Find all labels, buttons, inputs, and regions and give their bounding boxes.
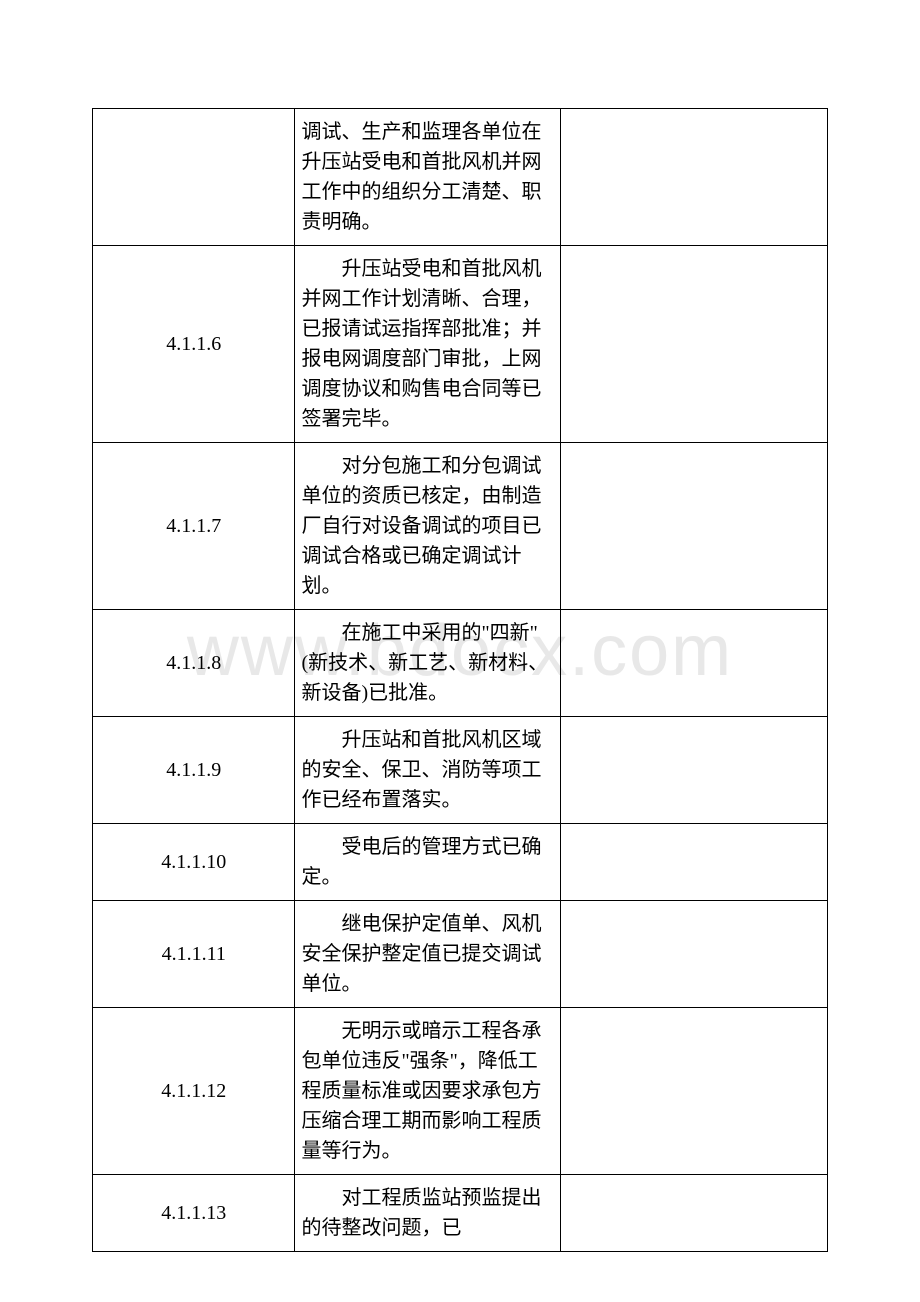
- table-row: 4.1.1.7 对分包施工和分包调试单位的资质已核定，由制造厂自行对设备调试的项…: [93, 443, 828, 610]
- row-content-text: 调试、生产和监理各单位在升压站受电和首批风机并网工作中的组织分工清楚、职责明确。: [301, 121, 541, 233]
- row-id-cell: 4.1.1.8: [93, 610, 295, 717]
- table-row: 4.1.1.13 对工程质监站预监提出的待整改问题，已: [93, 1175, 828, 1252]
- row-empty-cell: [560, 1008, 827, 1175]
- row-content-text: 受电后的管理方式已确定。: [301, 832, 553, 892]
- row-content-text: 继电保护定值单、风机安全保护整定值已提交调试单位。: [301, 909, 553, 999]
- table-row: 4.1.1.11 继电保护定值单、风机安全保护整定值已提交调试单位。: [93, 901, 828, 1008]
- row-content-cell: 对分包施工和分包调试单位的资质已核定，由制造厂自行对设备调试的项目已调试合格或已…: [295, 443, 560, 610]
- row-content-text: 对分包施工和分包调试单位的资质已核定，由制造厂自行对设备调试的项目已调试合格或已…: [301, 451, 553, 601]
- table-row: 4.1.1.10 受电后的管理方式已确定。: [93, 824, 828, 901]
- document-table: 调试、生产和监理各单位在升压站受电和首批风机并网工作中的组织分工清楚、职责明确。…: [92, 108, 828, 1252]
- row-id-cell: 4.1.1.13: [93, 1175, 295, 1252]
- row-empty-cell: [560, 824, 827, 901]
- row-id-cell: 4.1.1.9: [93, 717, 295, 824]
- row-empty-cell: [560, 901, 827, 1008]
- table-row: 4.1.1.9 升压站和首批风机区域的安全、保卫、消防等项工作已经布置落实。: [93, 717, 828, 824]
- row-content-text: 升压站受电和首批风机并网工作计划清晰、合理，已报请试运指挥部批准；并报电网调度部…: [301, 254, 553, 434]
- table-body: 调试、生产和监理各单位在升压站受电和首批风机并网工作中的组织分工清楚、职责明确。…: [93, 109, 828, 1252]
- row-content-cell: 调试、生产和监理各单位在升压站受电和首批风机并网工作中的组织分工清楚、职责明确。: [295, 109, 560, 246]
- row-content-cell: 受电后的管理方式已确定。: [295, 824, 560, 901]
- table-row: 4.1.1.12 无明示或暗示工程各承包单位违反"强条"，降低工程质量标准或因要…: [93, 1008, 828, 1175]
- row-empty-cell: [560, 443, 827, 610]
- row-empty-cell: [560, 1175, 827, 1252]
- row-content-text: 对工程质监站预监提出的待整改问题，已: [301, 1183, 553, 1243]
- row-content-text: 升压站和首批风机区域的安全、保卫、消防等项工作已经布置落实。: [301, 725, 553, 815]
- row-empty-cell: [560, 610, 827, 717]
- row-id-cell: 4.1.1.7: [93, 443, 295, 610]
- row-content-text: 无明示或暗示工程各承包单位违反"强条"，降低工程质量标准或因要求承包方压缩合理工…: [301, 1016, 553, 1166]
- row-content-cell: 升压站和首批风机区域的安全、保卫、消防等项工作已经布置落实。: [295, 717, 560, 824]
- row-id-cell: [93, 109, 295, 246]
- table-row: 调试、生产和监理各单位在升压站受电和首批风机并网工作中的组织分工清楚、职责明确。: [93, 109, 828, 246]
- row-content-text: 在施工中采用的"四新"(新技术、新工艺、新材料、新设备)已批准。: [301, 618, 553, 708]
- row-content-cell: 无明示或暗示工程各承包单位违反"强条"，降低工程质量标准或因要求承包方压缩合理工…: [295, 1008, 560, 1175]
- row-id-cell: 4.1.1.12: [93, 1008, 295, 1175]
- row-empty-cell: [560, 109, 827, 246]
- row-empty-cell: [560, 246, 827, 443]
- row-content-cell: 对工程质监站预监提出的待整改问题，已: [295, 1175, 560, 1252]
- row-id-cell: 4.1.1.11: [93, 901, 295, 1008]
- row-id-cell: 4.1.1.10: [93, 824, 295, 901]
- row-content-cell: 在施工中采用的"四新"(新技术、新工艺、新材料、新设备)已批准。: [295, 610, 560, 717]
- row-id-cell: 4.1.1.6: [93, 246, 295, 443]
- row-content-cell: 继电保护定值单、风机安全保护整定值已提交调试单位。: [295, 901, 560, 1008]
- table-row: 4.1.1.8 在施工中采用的"四新"(新技术、新工艺、新材料、新设备)已批准。: [93, 610, 828, 717]
- table-row: 4.1.1.6 升压站受电和首批风机并网工作计划清晰、合理，已报请试运指挥部批准…: [93, 246, 828, 443]
- row-empty-cell: [560, 717, 827, 824]
- row-content-cell: 升压站受电和首批风机并网工作计划清晰、合理，已报请试运指挥部批准；并报电网调度部…: [295, 246, 560, 443]
